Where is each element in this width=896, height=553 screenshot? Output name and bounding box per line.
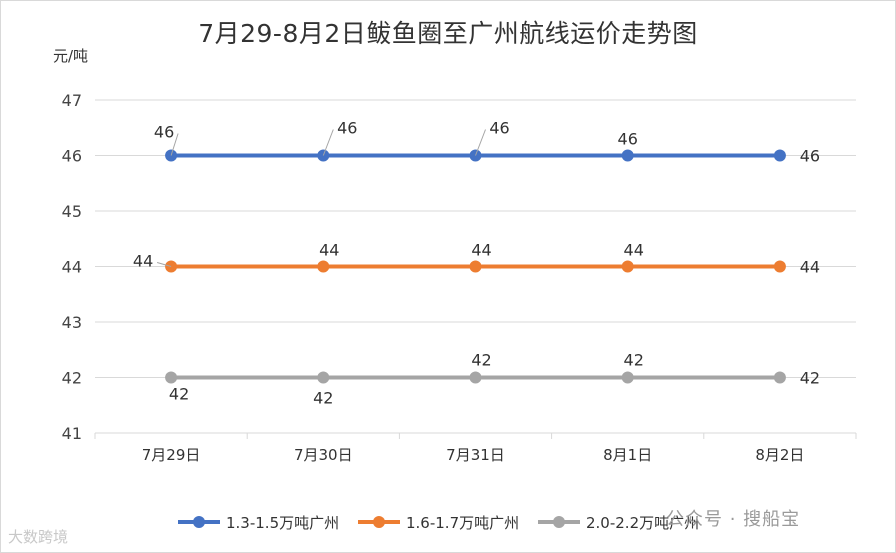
data-point <box>621 149 634 162</box>
data-point <box>317 260 330 273</box>
data-label: 42 <box>313 389 333 408</box>
x-tick-label: 7月29日 <box>142 446 201 464</box>
legend-marker <box>553 516 565 528</box>
data-point <box>773 260 786 273</box>
legend-label: 1.6-1.7万吨广州 <box>406 514 519 532</box>
y-tick-label: 44 <box>62 258 82 277</box>
data-point <box>317 371 330 384</box>
data-label: 44 <box>133 252 153 271</box>
legend-marker <box>373 516 385 528</box>
data-label: 44 <box>624 241 644 260</box>
data-point <box>165 371 178 384</box>
legend-label: 1.3-1.5万吨广州 <box>226 514 339 532</box>
data-label-leader <box>475 129 486 156</box>
data-label: 44 <box>800 258 820 277</box>
data-label-leader <box>156 262 172 267</box>
data-label-leader <box>322 129 334 156</box>
data-label: 46 <box>337 119 357 138</box>
data-point <box>773 149 786 162</box>
x-tick-label: 7月31日 <box>446 446 505 464</box>
data-point <box>469 371 482 384</box>
x-tick-label: 7月30日 <box>294 446 353 464</box>
data-label: 42 <box>169 385 189 404</box>
watermark-left: 大数跨境 <box>8 528 69 546</box>
data-label: 42 <box>800 369 820 388</box>
y-tick-label: 46 <box>62 147 82 166</box>
data-label: 42 <box>624 351 644 370</box>
watermark-right: 公众号 · 搜船宝 <box>666 509 801 530</box>
data-label: 44 <box>471 241 491 260</box>
data-label: 46 <box>800 147 820 166</box>
y-tick-label: 45 <box>62 202 82 221</box>
chart-title: 7月29-8月2日鲅鱼圈至广州航线运价走势图 <box>198 19 698 48</box>
data-label: 46 <box>618 130 638 149</box>
data-label: 44 <box>319 241 339 260</box>
data-point <box>773 371 786 384</box>
y-axis-unit: 元/吨 <box>53 47 89 65</box>
data-point <box>621 371 634 384</box>
y-tick-label: 47 <box>62 91 82 110</box>
data-label-leader <box>170 133 179 156</box>
x-tick-label: 8月1日 <box>603 446 652 464</box>
data-point <box>469 260 482 273</box>
y-tick-label: 43 <box>62 313 82 332</box>
data-label: 42 <box>471 351 491 370</box>
x-tick-label: 8月2日 <box>755 446 804 464</box>
data-point <box>621 260 634 273</box>
y-tick-label: 41 <box>62 424 82 443</box>
legend-label: 2.0-2.2万吨广州 <box>586 514 699 532</box>
y-tick-label: 42 <box>62 369 82 388</box>
data-label: 46 <box>154 123 174 142</box>
data-label: 46 <box>489 119 509 138</box>
legend-marker <box>193 516 205 528</box>
